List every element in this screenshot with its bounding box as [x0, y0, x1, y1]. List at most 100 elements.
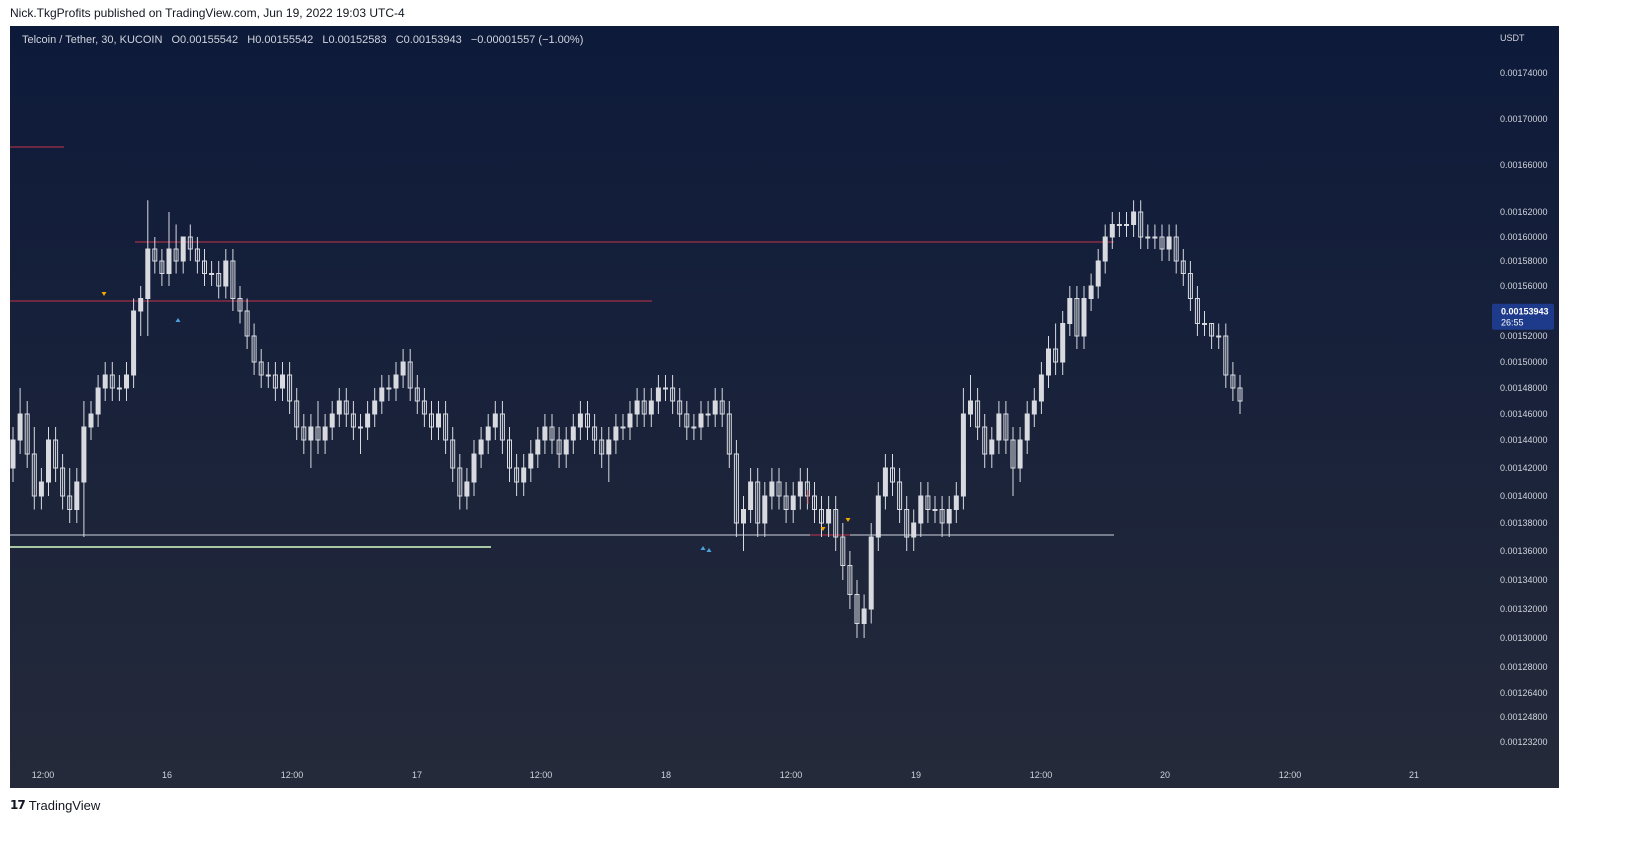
candle-body [861, 608, 867, 624]
y-tick-label: 0.00124800 [1500, 712, 1548, 722]
y-tick-label: 0.00126400 [1500, 688, 1548, 698]
candle-body [528, 453, 534, 469]
y-tick-label: 0.00136000 [1500, 546, 1548, 556]
candle-body [592, 426, 598, 441]
candle-body [322, 426, 328, 441]
candle-body [1138, 211, 1144, 238]
candle-body [620, 426, 626, 429]
candle-body [769, 481, 775, 497]
candle-body [315, 426, 321, 441]
candle-body [31, 453, 37, 497]
candle-body [237, 298, 243, 312]
tradingview-logo-icon: 17 [10, 798, 26, 812]
x-tick-label: 12:00 [281, 770, 304, 780]
candle-body [1081, 298, 1087, 337]
y-tick-label: 0.00138000 [1500, 518, 1548, 528]
candle-body [308, 426, 314, 441]
candle-body [471, 453, 477, 483]
x-axis[interactable]: 12:00 16 12:00 17 12:00 18 12:00 19 12:00 20 12:00… [32, 770, 1419, 780]
candle-body [336, 400, 342, 415]
y-tick-label: 0.00142000 [1500, 463, 1548, 473]
candle-body [748, 481, 754, 510]
candle-body [138, 298, 144, 312]
candle-body [684, 413, 690, 428]
y-tick-label: 0.00128000 [1500, 662, 1548, 672]
candle-body [1031, 400, 1037, 415]
candle-body [209, 273, 215, 275]
candle-body [521, 467, 527, 483]
y-tick-label: 0.00160000 [1500, 232, 1548, 242]
candle-body [407, 361, 413, 389]
candle-body [216, 273, 222, 287]
candle-body [648, 400, 654, 415]
high-value: 0.00155542 [255, 34, 313, 46]
price-chart[interactable]: Telcoin / Tether, 30, KUCOIN O0.00155542… [10, 26, 1559, 788]
signal-triangle-up [700, 546, 706, 550]
candle-body [230, 260, 236, 299]
candle-body [698, 413, 704, 428]
candle-body [1131, 211, 1137, 225]
candle-body [790, 495, 796, 510]
candle-body [1180, 260, 1186, 274]
candle-body [1230, 374, 1236, 389]
high-label: H [247, 34, 255, 46]
candle-body [358, 426, 363, 429]
candle-body [755, 481, 761, 524]
candle-body [485, 426, 491, 441]
candle-body [833, 509, 839, 538]
candle-body [563, 439, 569, 455]
candle-body [514, 467, 520, 483]
candle-body [634, 400, 640, 415]
tradingview-logo[interactable]: 17 TradingView [10, 796, 100, 814]
y-axis[interactable]: 0.00174000 0.00170000 0.00166000 0.00162000… [1500, 68, 1548, 747]
candle-body [53, 439, 59, 469]
candle-body [776, 481, 782, 497]
candle-body [1187, 273, 1193, 299]
candle-body [911, 522, 917, 538]
candle-body [733, 453, 739, 524]
x-tick-label: 21 [1409, 770, 1419, 780]
candle-body [102, 374, 108, 389]
close-value: 0.00153943 [404, 34, 462, 46]
tradingview-logo-text: TradingView [28, 797, 101, 813]
candle-body [67, 495, 73, 510]
candle-body [819, 509, 824, 524]
candle-body [464, 481, 470, 497]
x-tick-label: 12:00 [530, 770, 553, 780]
candle-body [705, 413, 711, 416]
candle-body [804, 481, 810, 497]
candle-body [1202, 323, 1207, 325]
candle-body [762, 495, 768, 524]
candle-body [1116, 224, 1122, 226]
candle-body [1017, 439, 1023, 469]
candle-body [585, 413, 590, 428]
candle-body [1088, 285, 1094, 299]
candle-body [1053, 348, 1059, 363]
candle-body [975, 400, 981, 428]
candle-body [294, 400, 300, 428]
chart-header: Telcoin / Tether, 30, KUCOIN O0.00155542… [22, 34, 583, 46]
candle-body [946, 509, 952, 524]
candle-body [897, 481, 903, 510]
candle-body [272, 374, 278, 389]
candle-body [1209, 323, 1215, 337]
chart-background [10, 26, 1559, 788]
candle-body [436, 413, 441, 428]
candle-body [74, 481, 80, 510]
candle-body [925, 495, 931, 510]
y-tick-label: 0.00156000 [1500, 281, 1548, 291]
candle-body [1223, 335, 1229, 376]
candle-body [414, 387, 420, 402]
candle-body [457, 467, 463, 497]
candle-body [24, 413, 30, 455]
signal-markers [101, 292, 851, 552]
change-value: −0.00001557 (−1.00%) [471, 34, 584, 46]
candle-body [1102, 236, 1108, 262]
price-tag-box [1492, 303, 1554, 330]
candle-body [1024, 413, 1030, 441]
candle-body [882, 467, 888, 497]
x-tick-label: 20 [1160, 770, 1170, 780]
candle-body [450, 439, 456, 469]
chart-frame[interactable]: Telcoin / Tether, 30, KUCOIN O0.00155542… [10, 26, 1559, 788]
candle-body [258, 361, 264, 376]
